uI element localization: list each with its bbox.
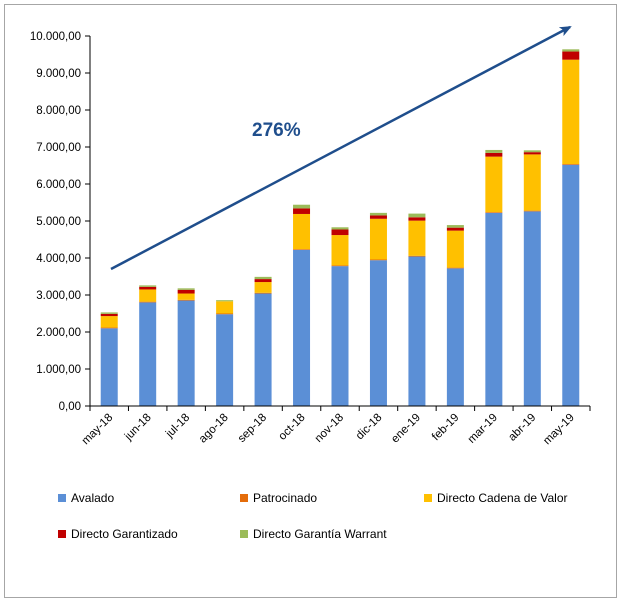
bar-mar-19-series-4 [485, 149, 503, 153]
y-tick-label: 0,00 [59, 401, 81, 413]
bar-may-18-series-4 [100, 312, 118, 314]
bar-nov-18-series-1 [331, 265, 349, 267]
bar-oct-18-series-0 [293, 249, 311, 406]
y-tick-label: 7.000,00 [36, 142, 81, 154]
bar-jun-18-series-2 [139, 289, 157, 302]
bar-jun-18-series-1 [139, 301, 157, 303]
y-tick-label: 9.000,00 [36, 68, 81, 80]
y-tick-label: 5.000,00 [36, 216, 81, 228]
bar-jul-18-series-1 [177, 299, 195, 301]
x-tick-label: jun-18 [122, 412, 154, 444]
bar-ago-18-series-1 [216, 313, 234, 315]
bar-abr-19-series-3 [523, 152, 541, 155]
y-tick-label: 1.000,00 [36, 364, 81, 376]
x-tick-label: jul-18 [163, 412, 192, 441]
bar-feb-19-series-4 [446, 225, 464, 228]
bar-nov-18-series-3 [331, 229, 349, 236]
bar-ago-18-series-2 [216, 301, 234, 314]
bar-mar-19-series-0 [485, 212, 503, 406]
bar-abr-19-series-2 [523, 154, 541, 211]
bar-may-19-series-4 [562, 49, 580, 52]
x-tick-label: nov-18 [313, 412, 346, 445]
bar-sep-18-series-3 [254, 279, 272, 283]
bar-oct-18-series-3 [293, 208, 311, 214]
bar-sep-18-series-0 [254, 293, 272, 406]
bar-sep-18-series-4 [254, 276, 272, 280]
bar-sep-18-series-1 [254, 292, 272, 294]
bar-ene-19-series-3 [408, 217, 426, 221]
bar-jul-18-series-2 [177, 293, 195, 300]
bar-may-18-series-2 [100, 316, 118, 328]
bar-may-19-series-3 [562, 51, 580, 60]
y-tick-label: 8.000,00 [36, 105, 81, 117]
trend-arrow [110, 25, 572, 271]
bar-oct-18-series-1 [293, 249, 311, 250]
growth-annotation: 276% [252, 120, 301, 141]
bar-feb-19-series-0 [446, 268, 464, 406]
x-tick-label: sep-18 [236, 412, 269, 445]
bar-dic-18-series-1 [369, 259, 387, 261]
x-tick-label: abr-19 [506, 412, 538, 444]
bar-dic-18-series-0 [369, 260, 387, 406]
bar-ene-19-series-1 [408, 255, 426, 257]
y-tick-label: 10.000,00 [30, 31, 81, 43]
bar-oct-18-series-4 [293, 204, 311, 209]
bar-dic-18-series-3 [369, 215, 387, 219]
bar-ene-19-series-0 [408, 256, 426, 406]
x-tick-label: oct-18 [277, 412, 308, 443]
bar-may-19-series-1 [562, 164, 580, 165]
bar-ago-18-series-4 [216, 300, 234, 302]
bar-abr-19-series-4 [523, 150, 541, 153]
bar-ene-19-series-4 [408, 213, 426, 218]
bar-jun-18-series-3 [139, 286, 157, 290]
x-tick-label: may-18 [80, 412, 116, 448]
bar-ago-18-series-0 [216, 314, 234, 406]
bar-feb-19-series-2 [446, 230, 464, 268]
x-tick-label: ene-19 [389, 412, 423, 446]
bar-abr-19-series-0 [523, 211, 541, 406]
x-tick-label: dic-18 [354, 412, 385, 443]
bar-may-19-series-2 [562, 59, 580, 165]
bar-may-18-series-1 [100, 327, 118, 329]
bar-mar-19-series-2 [485, 156, 503, 213]
bar-feb-19-series-3 [446, 227, 464, 231]
y-tick-label: 3.000,00 [36, 290, 81, 302]
bar-may-18-series-3 [100, 313, 118, 317]
y-tick-label: 2.000,00 [36, 327, 81, 339]
bar-oct-18-series-2 [293, 213, 311, 250]
chart-frame [4, 4, 617, 598]
bar-feb-19-series-1 [446, 267, 464, 269]
bar-abr-19-series-1 [523, 210, 541, 212]
bar-mar-19-series-1 [485, 212, 503, 213]
bar-jul-18-series-4 [177, 288, 195, 290]
bar-jul-18-series-0 [177, 300, 195, 406]
x-tick-label: mar-19 [466, 412, 500, 446]
bar-dic-18-series-2 [369, 218, 387, 260]
bar-nov-18-series-2 [331, 235, 349, 266]
bar-mar-19-series-3 [485, 152, 503, 157]
y-tick-label: 6.000,00 [36, 179, 81, 191]
y-tick-label: 4.000,00 [36, 253, 81, 265]
x-tick-label: may-19 [541, 412, 577, 448]
x-tick-label: feb-19 [430, 412, 462, 444]
bar-jul-18-series-3 [177, 289, 195, 294]
bar-dic-18-series-4 [369, 212, 387, 216]
bar-jun-18-series-0 [139, 302, 157, 406]
bar-sep-18-series-2 [254, 282, 272, 293]
bar-jun-18-series-4 [139, 285, 157, 287]
bar-nov-18-series-4 [331, 227, 349, 230]
x-tick-label: ago-18 [197, 412, 231, 446]
bar-may-19-series-0 [562, 164, 580, 406]
bar-may-18-series-0 [100, 328, 118, 406]
bar-nov-18-series-0 [331, 266, 349, 406]
bar-ene-19-series-2 [408, 220, 426, 256]
